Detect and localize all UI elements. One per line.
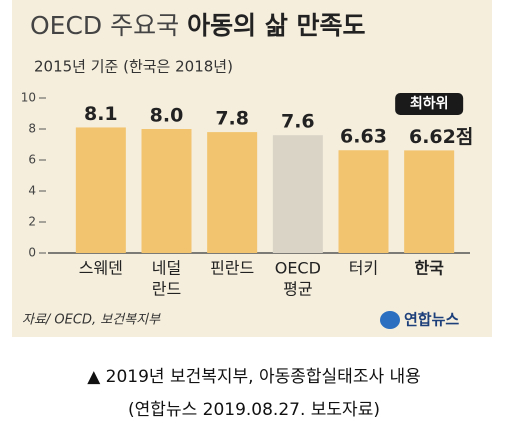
source: 자료/ OECD, 보건복지부 (22, 313, 161, 328)
y-tick-label: 4 (28, 184, 36, 198)
y-tick-label: 10 (21, 91, 36, 105)
y-tick-label: 2 (28, 215, 36, 229)
chart-subtitle: 2015년 기준 (한국은 2018년) (34, 58, 233, 76)
x-tick-label: 평균 (283, 280, 312, 299)
logo: 연합뉴스 (404, 311, 459, 329)
x-tick-label: 란드 (152, 280, 181, 299)
x-tick-label: 한국 (414, 259, 444, 278)
bar (404, 150, 455, 253)
bar (75, 127, 126, 253)
caption-line: (연합뉴스 2019.08.27. 보도자료) (128, 400, 380, 420)
title-plain: OECD 주요국 (30, 11, 179, 40)
logo-icon (380, 311, 400, 329)
value-label: 8.0 (150, 105, 184, 127)
bar (207, 132, 258, 253)
x-tick-label: 핀란드 (210, 259, 254, 278)
value-label: 7.8 (215, 108, 249, 130)
value-label: 6.63 (340, 126, 387, 148)
bar (338, 150, 389, 253)
y-tick-label: 8 (28, 122, 36, 136)
value-label: 8.1 (84, 103, 118, 125)
x-tick-label: OECD (275, 259, 321, 278)
value-label: 7.6 (281, 111, 315, 133)
x-tick-label: 터키 (349, 259, 378, 278)
y-tick-label: 0 (28, 246, 36, 260)
bar (141, 129, 192, 253)
chart-title: OECD 주요국 아동의 삶 만족도 (30, 11, 366, 40)
value-label: 6.62점 (409, 126, 473, 148)
bar (272, 135, 323, 253)
caption-line: ▲ 2019년 보건복지부, 아동종합실태조사 내용 (87, 367, 421, 387)
x-tick-label: 스웨덴 (79, 259, 123, 278)
y-tick-label: 6 (28, 153, 36, 167)
annotation-box (395, 93, 464, 115)
annotation: 최하위 (410, 95, 449, 112)
title-bold: 아동의 삶 만족도 (187, 11, 365, 40)
x-tick-label: 네덜 (152, 259, 181, 278)
